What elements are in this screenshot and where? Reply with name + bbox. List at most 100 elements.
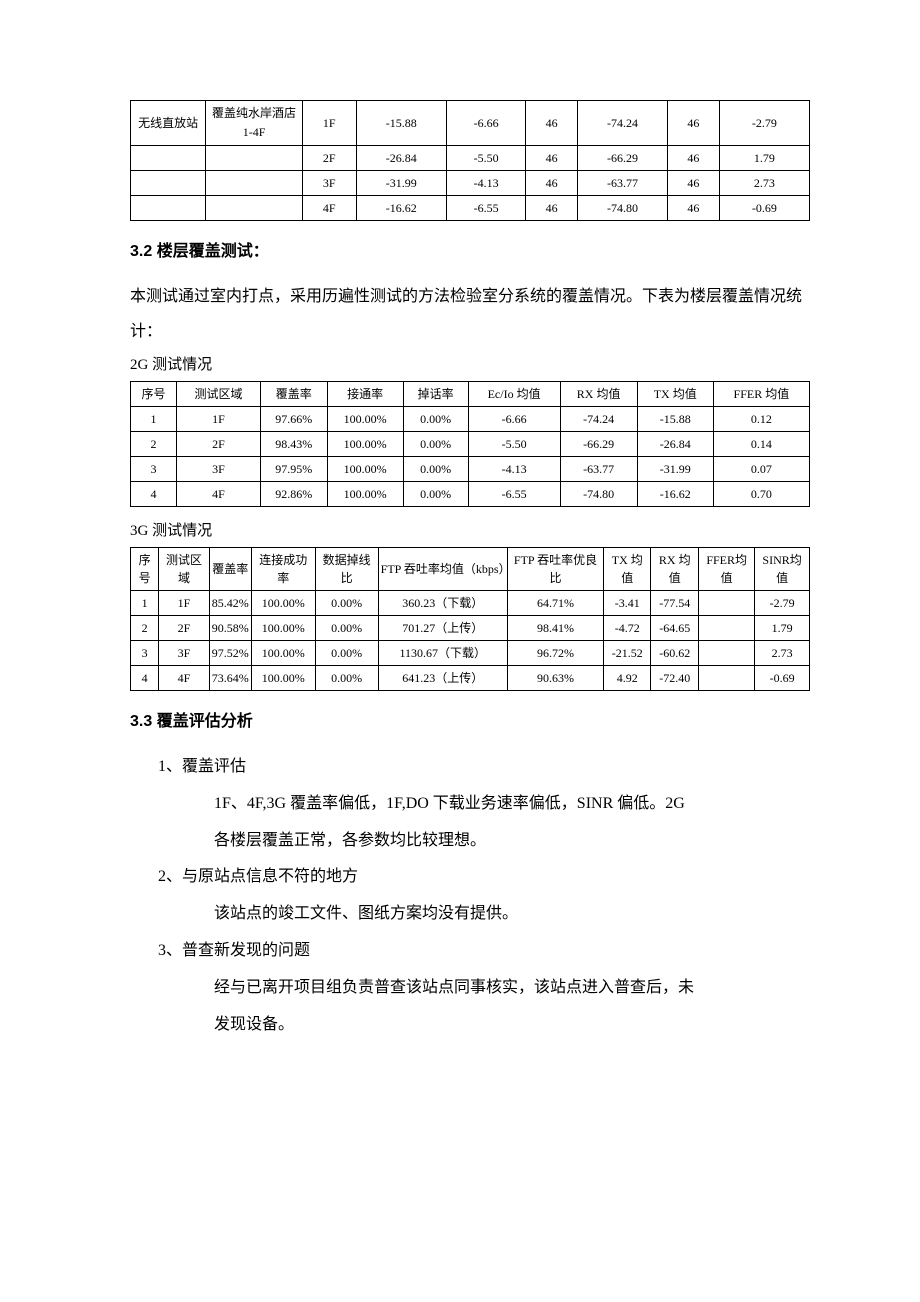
table-header-cell: 序号: [131, 548, 159, 591]
table-cell: 100.00%: [327, 407, 403, 432]
table-cell: 0.07: [713, 457, 809, 482]
table-cell: -77.54: [651, 591, 699, 616]
table-cell: -6.66: [446, 101, 526, 146]
table-cell: 46: [668, 146, 720, 171]
table-cell: 0.70: [713, 482, 809, 507]
table-cell: [131, 146, 206, 171]
table-cell: 2: [131, 616, 159, 641]
table-cell: -6.66: [468, 407, 560, 432]
table-cell: [206, 146, 303, 171]
table-cell: 46: [526, 101, 578, 146]
table-coverage-summary: 无线直放站覆盖纯水岸酒店 1-4F1F-15.88-6.6646-74.2446…: [130, 100, 810, 221]
table-cell: -15.88: [637, 407, 713, 432]
table-cell: 2: [131, 432, 177, 457]
table-cell: -4.13: [446, 171, 526, 196]
table-cell: 100.00%: [251, 616, 315, 641]
table-2g-body: 11F97.66%100.00%0.00%-6.66-74.24-15.880.…: [131, 407, 810, 507]
table-cell: 641.23（上传）: [378, 666, 507, 691]
table-cell: -21.52: [604, 641, 651, 666]
table-header-cell: 覆盖率: [209, 548, 251, 591]
section-3-2-para: 本测试通过室内打点，采用历遍性测试的方法检验室分系统的覆盖情况。下表为楼层覆盖情…: [130, 279, 810, 349]
table-header-cell: SINR均值: [755, 548, 810, 591]
table-cell: 2F: [176, 432, 260, 457]
table-cell: [699, 666, 755, 691]
table-cell: -66.29: [560, 432, 637, 457]
table-cell: 4: [131, 482, 177, 507]
table-header-cell: Ec/Io 均值: [468, 382, 560, 407]
table-header-cell: 覆盖率: [261, 382, 328, 407]
table-cell: 2F: [159, 616, 210, 641]
table-cell: -15.88: [356, 101, 446, 146]
table-header-cell: 序号: [131, 382, 177, 407]
table-cell: -31.99: [637, 457, 713, 482]
table-3g-body: 11F85.42%100.00%0.00%360.23（下载）64.71%-3.…: [131, 591, 810, 691]
table-cell: 1F: [176, 407, 260, 432]
table-row: 无线直放站覆盖纯水岸酒店 1-4F1F-15.88-6.6646-74.2446…: [131, 101, 810, 146]
table-cell: 0.00%: [403, 457, 468, 482]
table-2g: 序号测试区域覆盖率接通率掉话率Ec/Io 均值RX 均值TX 均值FFER 均值…: [130, 381, 810, 507]
table-cell: -66.29: [577, 146, 667, 171]
table-cell: [131, 171, 206, 196]
table-header-cell: FTP 吞吐率均值（kbps）: [378, 548, 507, 591]
table-cell: 无线直放站: [131, 101, 206, 146]
table-row: 33F97.95%100.00%0.00%-4.13-63.77-31.990.…: [131, 457, 810, 482]
table-cell: -4.72: [604, 616, 651, 641]
table-cell: 100.00%: [327, 482, 403, 507]
table-2g-header-row: 序号测试区域覆盖率接通率掉话率Ec/Io 均值RX 均值TX 均值FFER 均值: [131, 382, 810, 407]
table-cell: [699, 591, 755, 616]
label-2g: 2G 测试情况: [130, 353, 810, 377]
table-cell: -72.40: [651, 666, 699, 691]
table-cell: [131, 196, 206, 221]
table-cell: -26.84: [637, 432, 713, 457]
table-cell: 1F: [302, 101, 356, 146]
table-cell: -63.77: [577, 171, 667, 196]
table-cell: -74.24: [577, 101, 667, 146]
table-row: 11F85.42%100.00%0.00%360.23（下载）64.71%-3.…: [131, 591, 810, 616]
table-header-cell: 掉话率: [403, 382, 468, 407]
table-cell: -6.55: [446, 196, 526, 221]
table-cell: 360.23（下载）: [378, 591, 507, 616]
heading-3-3: 3.3 覆盖评估分析: [130, 709, 810, 735]
table-cell: -4.13: [468, 457, 560, 482]
table-cell: [699, 641, 755, 666]
table-row: 3F-31.99-4.1346-63.77462.73: [131, 171, 810, 196]
table-cell: 100.00%: [327, 457, 403, 482]
heading-3-2: 3.2 楼层覆盖测试：: [130, 239, 810, 265]
table-cell: 92.86%: [261, 482, 328, 507]
table-cell: 0.00%: [403, 432, 468, 457]
table-cell: 0.12: [713, 407, 809, 432]
table-cell: 2.73: [755, 641, 810, 666]
table-cell: 46: [526, 146, 578, 171]
item-1-label: 1、覆盖评估: [130, 749, 810, 786]
table-cell: 97.52%: [209, 641, 251, 666]
table-cell: 97.95%: [261, 457, 328, 482]
table-row: 11F97.66%100.00%0.00%-6.66-74.24-15.880.…: [131, 407, 810, 432]
table-header-cell: RX 均值: [651, 548, 699, 591]
table-header-cell: RX 均值: [560, 382, 637, 407]
table-cell: -26.84: [356, 146, 446, 171]
table-header-cell: 数据掉线比: [315, 548, 378, 591]
table-cell: 3: [131, 641, 159, 666]
table-header-cell: TX 均值: [604, 548, 651, 591]
table-cell: 1130.67（下载）: [378, 641, 507, 666]
item-1-text-1: 1F、4F,3G 覆盖率偏低，1F,DO 下载业务速率偏低，SINR 偏低。2G: [130, 786, 810, 823]
table-cell: 0.00%: [403, 407, 468, 432]
table-cell: 1.79: [719, 146, 809, 171]
item-2-label: 2、与原站点信息不符的地方: [130, 859, 810, 896]
table-cell: 46: [668, 101, 720, 146]
table-cell: 覆盖纯水岸酒店 1-4F: [206, 101, 303, 146]
table-cell: 2F: [302, 146, 356, 171]
table-row: 4F-16.62-6.5546-74.8046-0.69: [131, 196, 810, 221]
table-cell: 1.79: [755, 616, 810, 641]
table-cell: 64.71%: [507, 591, 603, 616]
table-header-cell: 测试区域: [159, 548, 210, 591]
table-cell: -2.79: [755, 591, 810, 616]
table-cell: 73.64%: [209, 666, 251, 691]
table-row: 22F90.58%100.00%0.00%701.27（上传）98.41%-4.…: [131, 616, 810, 641]
table-cell: -3.41: [604, 591, 651, 616]
table-cell: 4F: [159, 666, 210, 691]
table-cell: -0.69: [719, 196, 809, 221]
table-cell: 1: [131, 591, 159, 616]
table-header-cell: 连接成功率: [251, 548, 315, 591]
table-cell: 0.00%: [315, 666, 378, 691]
